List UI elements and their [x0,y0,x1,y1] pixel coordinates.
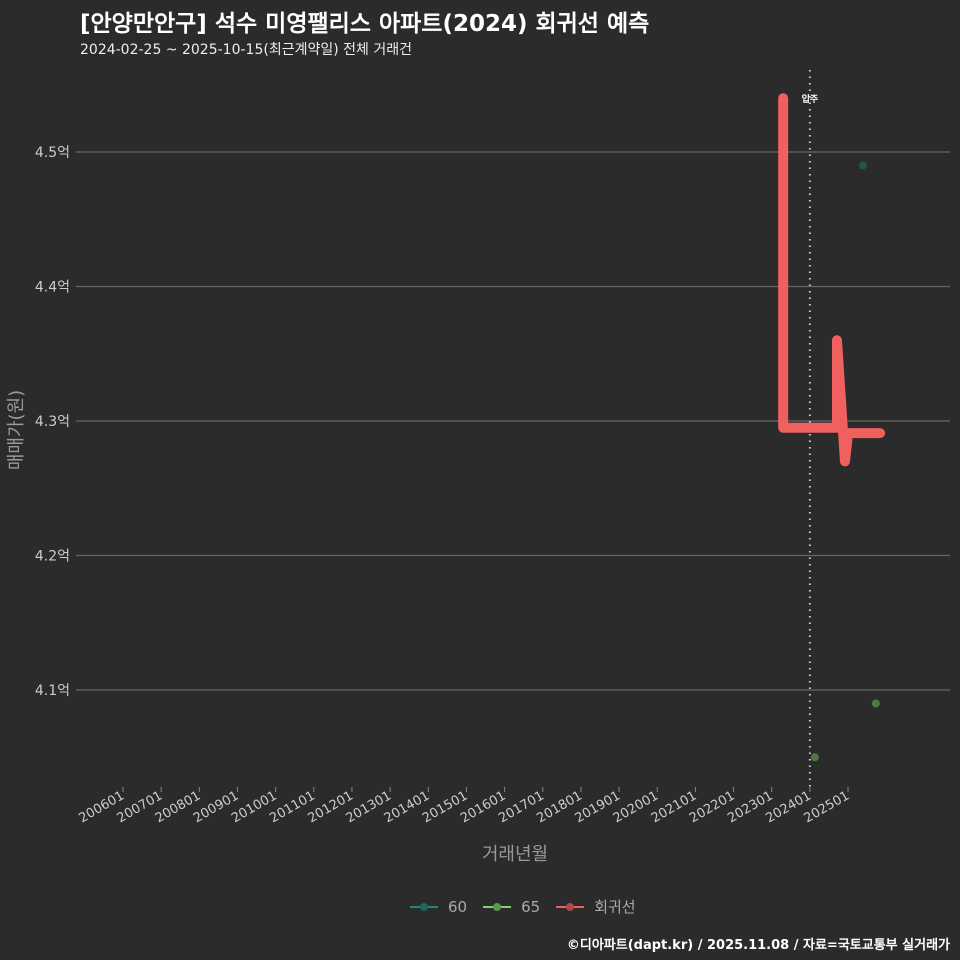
legend-item-60: 60 [410,898,467,916]
y-tick-label: 4.2억 [35,549,70,565]
y-axis-title: 매매가(원) [6,390,27,470]
chart-title: [안양만안구] 석수 미영팰리스 아파트(2024) 회귀선 예측 [80,11,650,37]
legend-key-65 [483,902,512,911]
move-in-label: 입주 [802,93,819,105]
legend-label: 회귀선 [594,898,636,916]
data-point-65 [871,699,880,708]
data-point-60 [858,161,867,170]
legend-item-65: 65 [483,898,540,916]
legend-item-regression: 회귀선 [556,896,636,917]
y-tick-label: 4.3억 [35,414,70,430]
y-tick-label: 4.5억 [35,145,70,161]
y-tick-label: 4.1억 [35,683,70,699]
legend-label: 60 [448,897,468,916]
x-axis-title: 거래년월 [482,844,548,865]
chart-subtitle: 2024-02-25 ~ 2025-10-15(최근계약일) 전체 거래건 [80,42,412,58]
legend-key-60 [410,902,438,911]
legend-key-regression [556,902,585,911]
data-point-65 [810,753,819,762]
y-tick-label: 4.4억 [35,280,70,296]
regression-line [778,93,886,467]
caption: ©디아파트(dapt.kr) / 2025.11.08 / 자료=국토교통부 실… [566,938,950,953]
legend: 60 65 회귀선 [410,896,644,917]
legend-label: 65 [521,897,541,916]
